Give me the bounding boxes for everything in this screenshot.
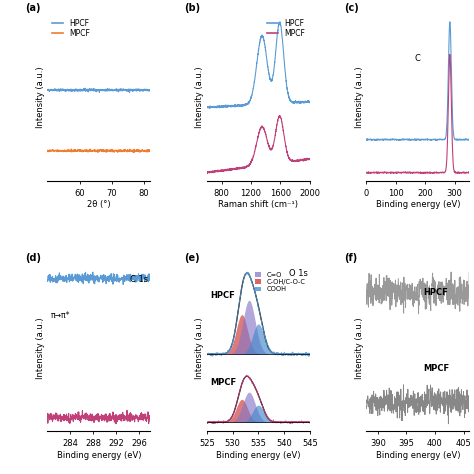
Text: (e): (e)	[184, 253, 200, 263]
Text: O 1s: O 1s	[289, 270, 308, 279]
Text: C: C	[415, 54, 420, 63]
X-axis label: Binding energy (eV): Binding energy (eV)	[375, 451, 460, 460]
Text: HPCF: HPCF	[210, 291, 235, 300]
X-axis label: Binding energy (eV): Binding energy (eV)	[216, 451, 301, 460]
Legend: HPCF, MPCF: HPCF, MPCF	[266, 18, 306, 39]
Text: (c): (c)	[344, 3, 358, 13]
X-axis label: Raman shift (cm⁻¹): Raman shift (cm⁻¹)	[219, 201, 298, 210]
Y-axis label: Intensity (a.u.): Intensity (a.u.)	[195, 67, 204, 128]
Text: (d): (d)	[25, 253, 41, 263]
Y-axis label: Intensity (a.u.): Intensity (a.u.)	[195, 317, 204, 379]
Text: (b): (b)	[184, 3, 201, 13]
Legend: HPCF, MPCF: HPCF, MPCF	[51, 18, 91, 39]
Y-axis label: Intensity (a.u.): Intensity (a.u.)	[36, 67, 45, 128]
Y-axis label: Intensity (a.u.): Intensity (a.u.)	[36, 317, 45, 379]
Text: (f): (f)	[344, 253, 357, 263]
Y-axis label: Intensity (a.u.): Intensity (a.u.)	[355, 317, 364, 379]
Text: π→π*: π→π*	[51, 311, 70, 320]
Legend: C=O, C-OH/C-O-C, COOH: C=O, C-OH/C-O-C, COOH	[255, 271, 307, 293]
X-axis label: Binding energy (eV): Binding energy (eV)	[375, 201, 460, 210]
Text: MPCF: MPCF	[423, 365, 449, 373]
X-axis label: Binding energy (eV): Binding energy (eV)	[56, 451, 141, 460]
Text: C 1s: C 1s	[130, 274, 148, 283]
Text: HPCF: HPCF	[423, 288, 448, 297]
X-axis label: 2θ (°): 2θ (°)	[87, 201, 110, 210]
Text: MPCF: MPCF	[210, 378, 236, 387]
Text: (a): (a)	[25, 3, 40, 13]
Y-axis label: Intensity (a.u.): Intensity (a.u.)	[355, 67, 364, 128]
